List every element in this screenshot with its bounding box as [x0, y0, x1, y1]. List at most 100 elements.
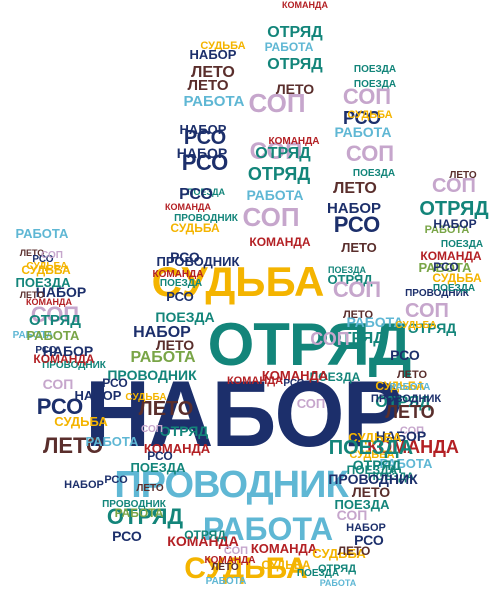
cloud-word-14: НАБОР [190, 47, 237, 62]
cloud-word-30: РСО [334, 212, 381, 237]
cloud-word-0: НАБОР [85, 361, 401, 466]
cloud-word-125: РАБОТА [86, 434, 139, 449]
cloud-word-37: СУДЬБА [170, 221, 220, 235]
cloud-word-107: РАБОТА [380, 456, 433, 471]
cloud-word-2: ПРОВОДНИК [114, 464, 349, 506]
cloud-word-86: СОП [333, 277, 381, 302]
cloud-word-18: РАБОТА [183, 93, 244, 110]
cloud-word-32: КОМАНДА [249, 235, 311, 249]
cloud-word-114: СОП [297, 396, 326, 411]
cloud-word-65: РСО [35, 345, 56, 356]
cloud-word-136: ПОЕЗДА [347, 463, 398, 477]
cloud-word-146: НАБОР [346, 522, 386, 534]
cloud-word-100: ПОЕЗДА [310, 370, 361, 384]
cloud-word-112: ЛЕТО [397, 369, 428, 381]
cloud-word-102: ОТРЯД [375, 394, 431, 411]
cloud-word-134: НАБОР [64, 479, 104, 491]
cloud-word-88: РАБОТА [347, 314, 404, 330]
cloud-word-96: СОП [310, 329, 350, 349]
cloud-word-118: ПОЕЗДА [329, 437, 414, 459]
cloud-word-147: ПРОВОДНИК [328, 471, 418, 487]
cloud-word-101: РСО [390, 347, 420, 363]
cloud-word-29: ПОЕЗДА [353, 168, 395, 179]
cloud-word-94: ЛЕТО [156, 337, 194, 353]
cloud-word-40: РСО [179, 186, 213, 203]
cloud-word-116: РАБОТА [390, 382, 431, 393]
cloud-word-53: РСО [433, 260, 458, 274]
cloud-word-17: ПОЕЗДА [354, 64, 396, 75]
cloud-word-95: КОМАНДА [227, 375, 283, 387]
cloud-word-140: ОТРЯД [184, 528, 226, 542]
cloud-word-60: СОП [41, 250, 63, 261]
cloud-word-128: РСО [147, 449, 172, 463]
cloud-word-109: ПОЕЗДА [368, 471, 415, 483]
cloud-word-81: ПОЕЗДА [160, 278, 202, 289]
cloud-word-73: ПОЕЗДА [328, 265, 367, 275]
cloud-word-3: СУДЬБА [152, 258, 325, 305]
cloud-word-135: СУДЬБА [184, 552, 307, 585]
cloud-word-132: КОМАНДА [167, 533, 238, 549]
cloud-word-31: НАБОР [180, 122, 227, 137]
cloud-word-110: ПРОВОДНИК [371, 393, 441, 405]
cloud-word-42: ЛЕТО [341, 240, 377, 255]
cloud-word-141: КОМАНДА [251, 541, 318, 556]
cloud-word-7: КОМАНДА [282, 0, 328, 10]
cloud-word-139: СОП [224, 545, 248, 557]
cloud-word-64: КОМАНДА [26, 297, 72, 307]
cloud-word-38: ПОЕЗДА [187, 187, 226, 197]
cloud-word-76: СОП [43, 376, 74, 392]
cloud-word-57: ЛЕТО [20, 248, 45, 258]
cloud-word-87: ЛЕТО [343, 309, 374, 321]
cloud-word-24: КОМАНДА [268, 136, 319, 147]
cloud-word-4: РАБОТА [203, 511, 333, 547]
cloud-word-49: СУДЬБА [432, 271, 482, 285]
cloud-word-129: ПРОВОДНИК [102, 499, 167, 510]
cloud-word-45: ОТРЯД [419, 198, 488, 220]
cloud-word-62: СУДЬБА [26, 261, 67, 272]
cloud-word-156: ЛЕТО [338, 544, 371, 558]
cloud-word-74: РСО [37, 394, 84, 419]
cloud-word-12: РАБОТА [265, 40, 314, 54]
cloud-word-71: ПРОВОДНИК [42, 360, 107, 371]
cloud-word-9: ПОЕЗДА [354, 79, 396, 90]
cloud-word-6: РСО [184, 127, 226, 149]
cloud-word-111: РСО [102, 376, 127, 390]
cloud-word-93: НАБОР [133, 324, 191, 341]
cloud-word-28: СУДЬБА [347, 109, 392, 121]
cloud-word-19: ОТРЯД [267, 24, 323, 41]
cloud-word-124: СОП [141, 424, 163, 435]
cloud-word-130: ЛЕТО [136, 483, 164, 494]
cloud-word-10: ОТРЯД [267, 56, 323, 73]
cloud-word-154: ПОЕЗДА [297, 568, 339, 579]
cloud-word-103: ЛЕТО [385, 402, 434, 422]
cloud-word-78: РАБОТА [27, 328, 80, 343]
cloud-word-22: НАБОР [177, 145, 228, 161]
cloud-word-77: ЛЕТО [43, 433, 103, 458]
cloud-word-150: КОМАНДА [204, 555, 255, 566]
cloud-word-148: ЛЕТО [352, 484, 390, 500]
cloud-word-104: СОП [400, 425, 424, 437]
cloud-word-155: РСО [354, 532, 384, 548]
cloud-word-80: СУДЬБА [54, 414, 108, 429]
cloud-word-89: СУДЬБА [395, 320, 436, 331]
cloud-word-67: ЛЕТО [20, 290, 45, 300]
cloud-word-123: КОМАНДА [144, 441, 211, 456]
cloud-word-16: СОП [343, 84, 391, 109]
cloud-word-15: РСО [343, 108, 381, 128]
cloud-word-59: ОТРЯД [408, 320, 456, 336]
cloud-word-68: СОП [31, 302, 79, 327]
cloud-word-35: ОТРЯД [248, 164, 310, 184]
cloud-word-55: СОП [405, 300, 449, 322]
cloud-word-66: НАБОР [36, 284, 87, 300]
cloud-word-117: СУДЬБА [348, 430, 402, 445]
cloud-word-11: ЛЕТО [276, 81, 314, 97]
cloud-word-13: СУДЬБА [200, 40, 245, 52]
cloud-word-143: СУДЬБА [312, 546, 366, 561]
cloud-word-92: РСО [166, 289, 194, 304]
cloud-word-5: ЛЕТО [191, 64, 235, 81]
cloud-word-8: СОП [248, 88, 305, 118]
cloud-word-39: ПРОВОДНИК [174, 213, 239, 224]
cloud-word-43: КОМАНДА [165, 202, 211, 212]
cloud-word-151: СОП [337, 507, 368, 523]
